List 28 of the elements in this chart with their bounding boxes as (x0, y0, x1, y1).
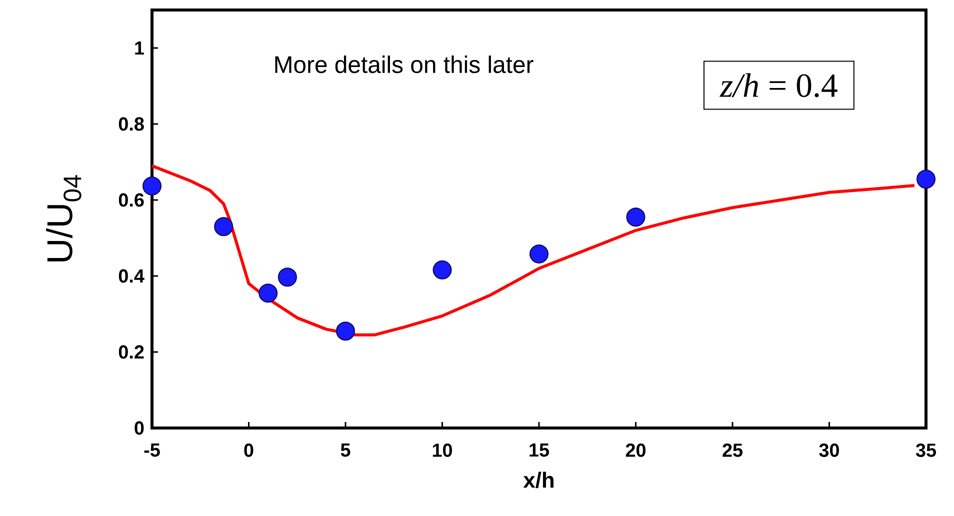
y-tick-label: 0.6 (118, 193, 144, 207)
y-tick-label: 0 (134, 421, 144, 435)
y-tick-label: 0.8 (118, 117, 144, 131)
y-axis-title: U/U$_{04}$ (46, 175, 82, 262)
point (142, 176, 162, 196)
point (278, 268, 297, 287)
x-tick-label: 20 (626, 444, 646, 457)
point (336, 322, 355, 341)
point (258, 284, 278, 303)
x-tick-label: 0 (244, 444, 254, 457)
x-tick-label: 30 (819, 444, 839, 457)
annotation: More details on this later (275, 56, 534, 74)
y-tick-label: 0.2 (118, 345, 144, 359)
x-tick-label: 25 (722, 444, 742, 457)
x-tick-label: 10 (432, 444, 452, 457)
x-axis-title: x/h (523, 472, 554, 488)
point (916, 170, 936, 189)
annotation: z/h = 0.4 (720, 73, 838, 98)
y-tick-label: 0.4 (118, 269, 144, 283)
point (432, 260, 452, 280)
x-tick-label: 35 (916, 444, 936, 457)
point (530, 244, 549, 264)
x-tick-label: 5 (340, 444, 350, 457)
x-tick-label: 15 (530, 444, 549, 457)
x-tick-label: -5 (144, 444, 160, 457)
point (214, 217, 234, 236)
y-tick-label: 1 (135, 41, 144, 55)
point (626, 208, 646, 227)
